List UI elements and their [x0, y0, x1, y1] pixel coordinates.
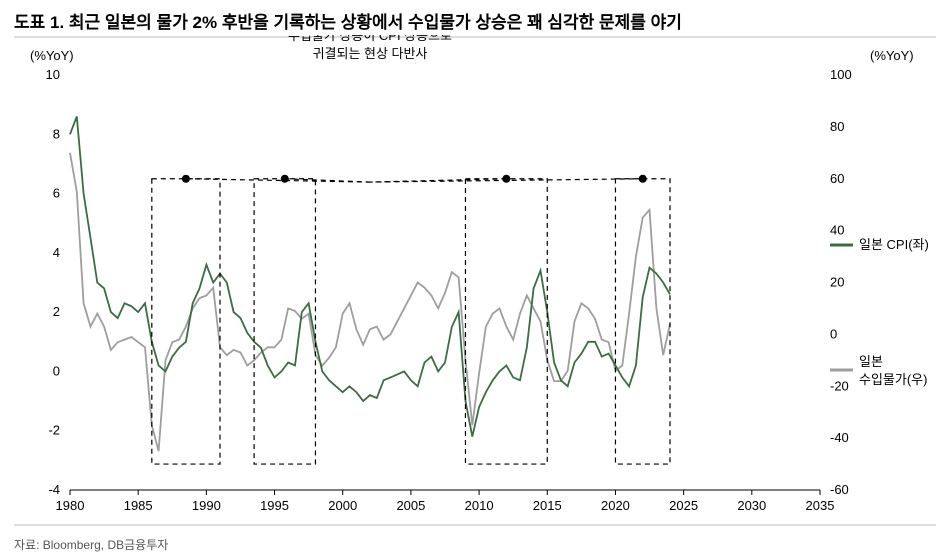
annotation-line1: 수입물가 상승이 CPI 상승으로 — [288, 35, 452, 43]
dual-axis-line-chart: (%YoY)(%YoY)-4-20246810-60-40-2002040608… — [0, 35, 950, 530]
left-tick: 4 — [53, 245, 60, 260]
x-tick: 2005 — [396, 498, 425, 513]
x-tick: 2015 — [533, 498, 562, 513]
left-tick: -4 — [48, 482, 60, 497]
series-import-price — [70, 153, 670, 451]
right-tick: 40 — [830, 223, 844, 238]
right-tick: -20 — [830, 378, 849, 393]
annotation-line2: 귀결되는 현상 다반사 — [313, 46, 428, 61]
left-tick: 10 — [46, 67, 60, 82]
right-tick: 0 — [830, 326, 837, 341]
right-axis-label: (%YoY) — [870, 48, 914, 63]
series-cpi — [70, 117, 670, 437]
x-tick: 1990 — [192, 498, 221, 513]
x-tick: 2000 — [328, 498, 357, 513]
x-tick: 1980 — [56, 498, 85, 513]
left-tick: 8 — [53, 126, 60, 141]
legend-label-import-1: 일본 — [859, 354, 883, 369]
x-tick: 2010 — [465, 498, 494, 513]
x-tick: 1995 — [260, 498, 289, 513]
right-tick: 100 — [830, 67, 852, 82]
legend-label-import-2: 수입물가(우) — [859, 372, 927, 387]
x-tick: 2030 — [737, 498, 766, 513]
source-text: 자료: Bloomberg, DB금융투자 — [14, 536, 168, 553]
left-tick: -2 — [48, 423, 60, 438]
x-tick: 2025 — [669, 498, 698, 513]
legend-label-cpi: 일본 CPI(좌) — [859, 237, 929, 252]
highlight-box — [152, 179, 220, 464]
right-tick: -40 — [830, 430, 849, 445]
left-tick: 0 — [53, 363, 60, 378]
right-tick: 20 — [830, 275, 844, 290]
right-tick: 80 — [830, 119, 844, 134]
chart-title: 도표 1. 최근 일본의 물가 2% 후반을 기록하는 상황에서 수입물가 상승… — [14, 8, 682, 33]
right-tick: 60 — [830, 171, 844, 186]
left-axis-label: (%YoY) — [30, 48, 74, 63]
x-tick: 2035 — [806, 498, 835, 513]
x-tick: 1985 — [124, 498, 153, 513]
left-tick: 6 — [53, 186, 60, 201]
highlight-box — [465, 179, 547, 464]
x-tick: 2020 — [601, 498, 630, 513]
right-tick: -60 — [830, 482, 849, 497]
left-tick: 2 — [53, 304, 60, 319]
